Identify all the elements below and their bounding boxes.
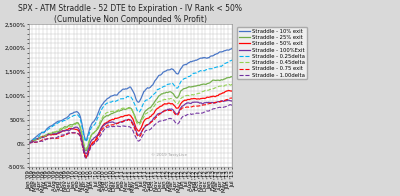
Title: SPX - ATM Straddle - 52 DTE to Expiration - IV Rank < 50%
(Cumulative Non Compou: SPX - ATM Straddle - 52 DTE to Expiratio…: [18, 4, 242, 24]
Text: © 2019 TastyLive: © 2019 TastyLive: [151, 153, 187, 157]
Legend: Straddle - 10% exit, Straddle - 25% exit, Straddle - 50% exit, Straddle - 100%Ex: Straddle - 10% exit, Straddle - 25% exit…: [237, 27, 307, 79]
